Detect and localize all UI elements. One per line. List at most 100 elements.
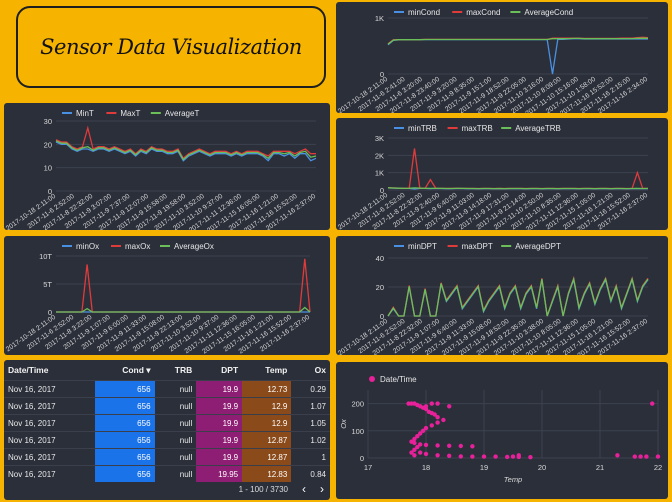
y-axis-label: Ox bbox=[339, 419, 348, 429]
scatter-point bbox=[435, 420, 440, 425]
cell-trb: null bbox=[154, 397, 197, 415]
series-line-AverageCond bbox=[387, 37, 649, 45]
scatter-point bbox=[481, 454, 487, 459]
scatter-point bbox=[615, 453, 620, 458]
scatter-point bbox=[423, 451, 429, 457]
y-tick-label: 100 bbox=[351, 427, 364, 436]
title-card: Sensor Data Visualization bbox=[16, 6, 326, 88]
scatter-point bbox=[412, 447, 417, 452]
trb-chart: minTRB maxTRB AverageTRB01K2K3K2017-10-18 … bbox=[337, 124, 649, 230]
scatter-point bbox=[528, 455, 533, 460]
y-tick-label: 40 bbox=[376, 254, 384, 263]
col-header-ox[interactable]: Ox bbox=[314, 365, 326, 375]
scatter-point bbox=[412, 436, 417, 442]
col-header-temp[interactable]: Temp bbox=[265, 365, 288, 375]
legend-label: maxTRB bbox=[462, 124, 493, 133]
cell-date: Nov 16, 2017 bbox=[4, 448, 96, 466]
y-tick-label: 20 bbox=[376, 283, 384, 292]
scatter-point bbox=[409, 450, 414, 455]
cell-temp: 12.83 bbox=[242, 465, 292, 482]
cell-cond: 656 bbox=[95, 397, 155, 415]
scatter-point bbox=[423, 404, 429, 409]
scatter-point bbox=[412, 453, 417, 458]
series-line-AverageT bbox=[55, 140, 317, 161]
legend-label: MinT bbox=[76, 109, 94, 118]
cell-date: Nov 16, 2017 bbox=[4, 414, 96, 432]
legend-label: MaxT bbox=[120, 109, 140, 118]
legend-label: AverageCond bbox=[524, 8, 573, 17]
scatter-point bbox=[470, 444, 475, 449]
x-tick-label: 18 bbox=[422, 463, 430, 472]
y-tick-label: 0 bbox=[380, 186, 384, 195]
col-header-dpt[interactable]: DPT bbox=[221, 365, 239, 375]
y-tick-label: 30 bbox=[44, 117, 52, 126]
y-tick-label: 0 bbox=[380, 312, 384, 321]
cell-trb: null bbox=[154, 448, 197, 466]
cell-temp: 12.9 bbox=[242, 414, 292, 432]
table-row: Nov 16, 2017 656 null 19.9 12.9 1.07 bbox=[4, 397, 330, 415]
scatter-point bbox=[638, 454, 643, 459]
scatter-point bbox=[432, 412, 437, 417]
cell-temp: 12.73 bbox=[242, 380, 292, 398]
y-tick-label: 0 bbox=[360, 454, 364, 463]
legend-label: maxCond bbox=[466, 8, 500, 17]
col-header-trb[interactable]: TRB bbox=[174, 365, 193, 375]
series-line-AverageTRB bbox=[387, 187, 648, 190]
dpt-chart-panel: minDPT maxDPT AverageDPT 0 20 40 2017-10-18 2:… bbox=[336, 236, 668, 355]
cell-dpt: 19.9 bbox=[196, 397, 243, 415]
cell-trb: null bbox=[154, 465, 197, 482]
scatter-point bbox=[418, 450, 423, 455]
chevron-left-icon[interactable]: ‹ bbox=[302, 482, 306, 496]
scatter-point bbox=[406, 401, 411, 406]
x-tick-label: 21 bbox=[596, 463, 604, 472]
data-table-panel: Date/Time Cond ▾ TRB DPT Temp Ox Nov 16,… bbox=[4, 360, 330, 500]
series-line-MaxT bbox=[55, 125, 316, 160]
col-header-date[interactable]: Date/Time bbox=[8, 365, 49, 375]
scatter-point bbox=[470, 454, 475, 459]
x-tick-label: 20 bbox=[538, 463, 546, 472]
cell-cond: 656 bbox=[95, 414, 155, 432]
y-tick-label: 200 bbox=[351, 400, 364, 409]
cell-date: Nov 16, 2017 bbox=[4, 380, 96, 398]
cell-cond: 656 bbox=[95, 380, 155, 398]
table-row: Nov 16, 2017 656 null 19.9 12.73 0.29 bbox=[4, 380, 330, 398]
chevron-right-icon[interactable]: › bbox=[320, 482, 324, 496]
col-header-cond[interactable]: Cond ▾ bbox=[122, 364, 151, 375]
legend-label: AverageT bbox=[165, 109, 200, 118]
series-line-minCond bbox=[387, 38, 648, 75]
legend-label: minDPT bbox=[408, 242, 437, 251]
series-line-AverageOx bbox=[56, 306, 311, 313]
y-tick-label: 0 bbox=[380, 70, 384, 79]
y-tick-label: 10T bbox=[39, 252, 52, 261]
temp-chart-panel: MinT MaxT AverageT 0 10 20 30 2017-10-18 2:11:0… bbox=[4, 103, 330, 230]
scatter-point bbox=[458, 454, 463, 459]
cell-trb: null bbox=[154, 380, 197, 398]
x-tick-label: 22 bbox=[654, 463, 662, 472]
cell-ox: 1 bbox=[291, 448, 330, 466]
cell-dpt: 19.9 bbox=[196, 448, 243, 466]
y-tick-label: 0 bbox=[48, 308, 52, 317]
legend-label: minCond bbox=[408, 8, 440, 17]
legend-label: Date/Time bbox=[380, 375, 417, 384]
scatter-point bbox=[447, 404, 452, 409]
series-line-maxOx bbox=[56, 258, 311, 313]
y-tick-label: 1K bbox=[375, 14, 384, 23]
y-tick-label: 3K bbox=[375, 134, 384, 143]
scatter-point bbox=[429, 423, 434, 428]
scatter-point bbox=[447, 453, 452, 458]
table-row: Nov 16, 2017 656 null 19.9 12.9 1.05 bbox=[4, 414, 330, 432]
table-row: Nov 16, 2017 656 null 19.9 12.87 1.02 bbox=[4, 431, 330, 449]
y-tick-label: 1K bbox=[375, 169, 384, 178]
scatter-point bbox=[644, 454, 649, 459]
scatter-point bbox=[429, 401, 434, 406]
cell-ox: 0.29 bbox=[291, 380, 330, 398]
scatter-point bbox=[423, 425, 429, 431]
y-tick-label: 2K bbox=[375, 151, 384, 160]
scatter-point bbox=[510, 454, 516, 459]
scatter-point bbox=[435, 415, 440, 420]
table-row: Nov 16, 2017 656 null 19.9 12.87 1 bbox=[4, 448, 330, 466]
cell-cond: 656 bbox=[95, 431, 155, 449]
